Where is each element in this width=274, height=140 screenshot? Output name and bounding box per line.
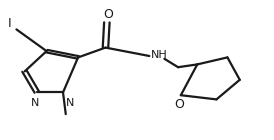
Text: O: O [103,8,113,21]
Text: I: I [8,17,12,30]
Text: N: N [31,98,39,108]
Text: N: N [66,98,74,108]
Text: NH: NH [151,50,167,60]
Text: O: O [175,98,184,111]
